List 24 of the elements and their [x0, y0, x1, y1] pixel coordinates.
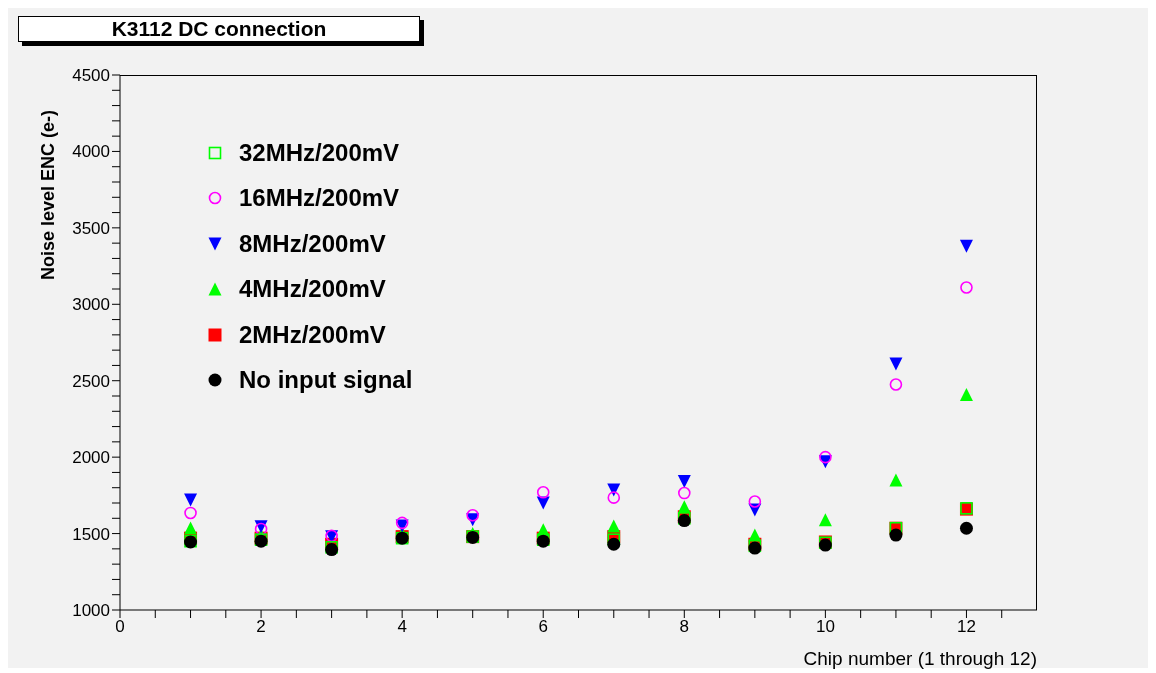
x-tick-label: 4: [397, 617, 407, 637]
x-tick-label: 2: [256, 617, 266, 637]
legend-label: 8MHz/200mV: [239, 229, 386, 258]
legend-label: 2MHz/200mV: [239, 320, 386, 349]
y-tick-label: 4500: [72, 66, 110, 86]
y-axis-title: Noise level ENC (e-): [38, 109, 58, 281]
y-tick-label: 2500: [72, 371, 110, 391]
y-tick-label: 1000: [72, 601, 110, 621]
x-tick-label: 6: [538, 617, 548, 637]
legend-label: 16MHz/200mV: [239, 184, 400, 213]
x-tick-label: 8: [679, 617, 690, 637]
y-tick-label: 3500: [72, 218, 110, 238]
x-tick-label: 12: [957, 617, 976, 637]
x-axis-title: Chip number (1 through 12): [803, 648, 1037, 670]
x-tick-label: 10: [815, 617, 835, 637]
legend-label: 32MHz/200mV: [239, 138, 400, 167]
legend-label: No input signal: [239, 366, 413, 395]
legend-label: 4MHz/200mV: [239, 275, 386, 304]
y-tick-label: 3000: [72, 295, 110, 315]
x-tick-label: 0: [115, 617, 125, 637]
chart-title: K3112 DC connection: [18, 16, 420, 42]
y-tick-label: 4000: [72, 142, 110, 162]
y-tick-label: 1500: [72, 524, 110, 544]
y-tick-label: 2000: [72, 448, 110, 468]
